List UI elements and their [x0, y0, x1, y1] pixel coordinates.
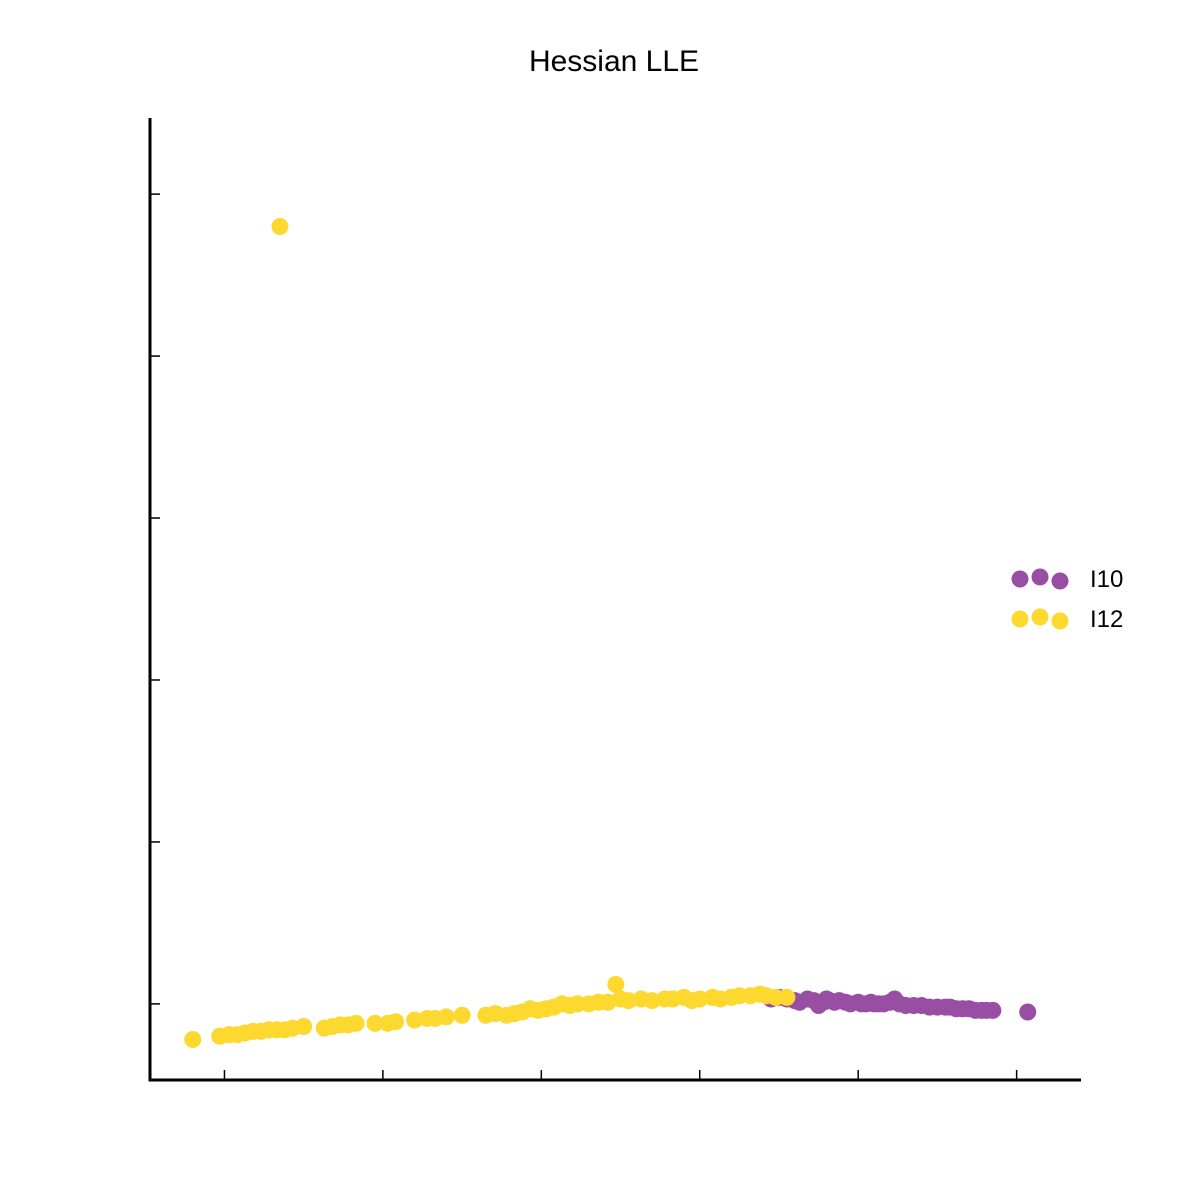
- point-i12: [643, 992, 661, 1010]
- legend-item-i12: I12: [1011, 606, 1123, 633]
- legend-marker: [1051, 572, 1069, 590]
- legend-label: I10: [1090, 566, 1123, 593]
- legend-marker: [1051, 612, 1069, 630]
- point-i12: [691, 990, 709, 1008]
- plot-area: [148, 118, 1081, 1082]
- point-i12: [453, 1006, 471, 1024]
- point-i12: [184, 1031, 202, 1049]
- legend-label: I12: [1090, 606, 1123, 633]
- point-i12: [619, 992, 637, 1010]
- point-i12: [387, 1013, 405, 1031]
- legend-marker: [1011, 570, 1029, 588]
- point-i12: [607, 975, 625, 993]
- chart-title: Hessian LLE: [529, 45, 699, 78]
- point-i12: [406, 1011, 424, 1029]
- legend-marker: [1031, 568, 1049, 586]
- data-points: [184, 218, 1037, 1049]
- point-i12: [437, 1008, 455, 1026]
- legend-item-i10: I10: [1011, 566, 1123, 593]
- legend-marker: [1011, 610, 1029, 628]
- legend-marker: [1031, 608, 1049, 626]
- point-i12: [366, 1014, 384, 1032]
- point-i10: [984, 1001, 1002, 1019]
- x-axis-ticks: [223, 1070, 1018, 1080]
- point-i12: [347, 1014, 365, 1032]
- point-i12: [295, 1018, 313, 1036]
- point-i12: [778, 988, 796, 1006]
- point-i12: [271, 218, 289, 236]
- y-axis-ticks: [150, 193, 160, 1005]
- point-i10: [1019, 1003, 1037, 1021]
